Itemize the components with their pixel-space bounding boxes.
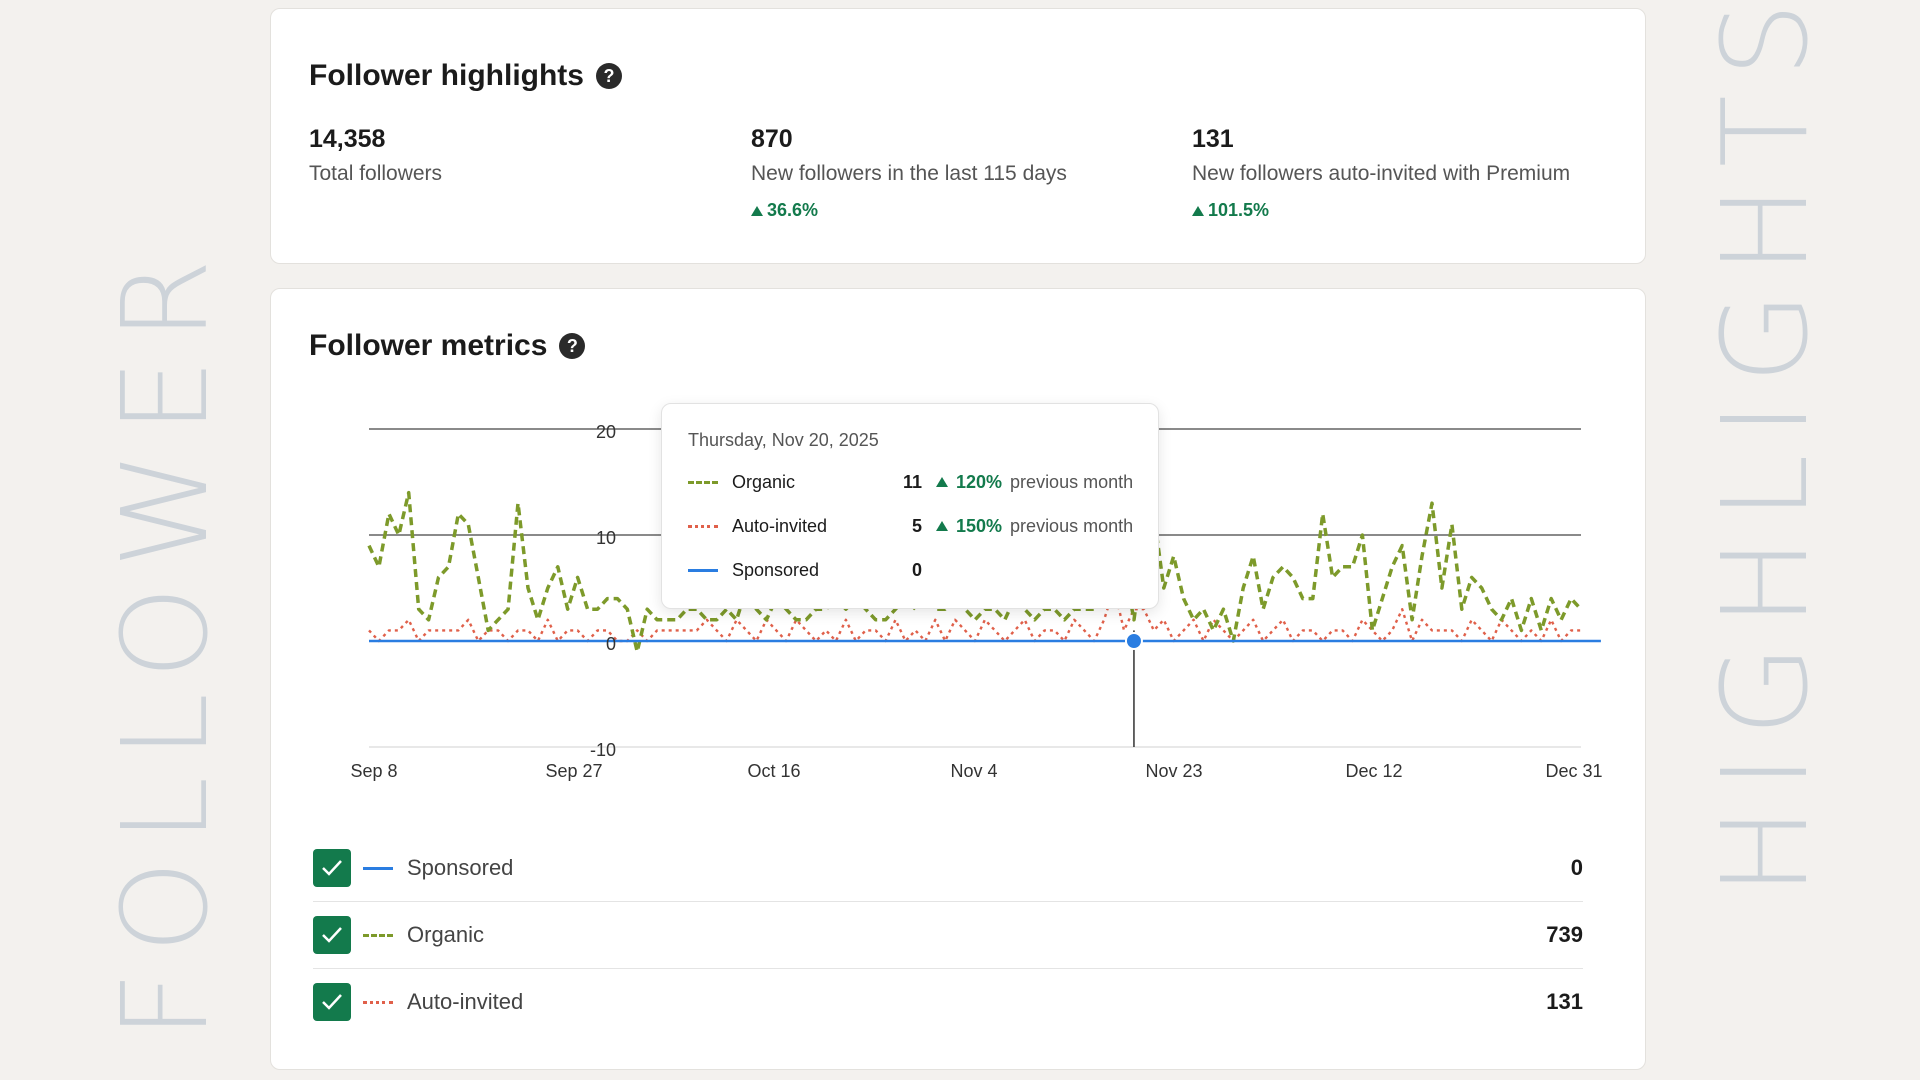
up-arrow-icon (1192, 205, 1204, 216)
organic-line-swatch (688, 480, 718, 484)
sponsored-checkbox[interactable] (313, 849, 351, 887)
stat-label: Total followers (309, 162, 443, 185)
chart-tooltip: Thursday, Nov 20, 2025 Organic 11 120% p… (661, 403, 1159, 609)
legend-total: 0 (1570, 855, 1583, 880)
tooltip-series-name: Auto-invited (732, 515, 828, 536)
organic-series-line (367, 490, 1583, 654)
legend-total: 739 (1546, 922, 1583, 947)
x-tick-label: Sep 8 (350, 761, 398, 781)
checkmark-icon (322, 994, 342, 1010)
hover-point (1124, 632, 1143, 650)
tooltip-date: Thursday, Nov 20, 2025 (688, 430, 879, 450)
x-tick-label: Nov 4 (950, 761, 998, 781)
stat-total-followers: 14,358 Total followers (309, 125, 442, 186)
up-arrow-icon (936, 477, 948, 487)
follower-metrics-card: Follower metrics ? 20 10 0 -10 Sep 8 Sep… (270, 288, 1646, 1070)
tooltip-change: 150% previous month (936, 516, 1133, 537)
stat-value: 131 (1192, 125, 1234, 153)
help-icon[interactable]: ? (595, 63, 622, 89)
follower-highlights-card: Follower highlights ? 14,358 Total follo… (270, 8, 1646, 264)
up-arrow-icon (751, 205, 763, 216)
metrics-title-text: Follower metrics (309, 329, 548, 362)
x-tick-label: Oct 16 (747, 761, 801, 781)
up-arrow-icon (936, 521, 948, 531)
stat-value: 870 (751, 125, 793, 153)
tooltip-series-name: Organic (732, 471, 796, 492)
tooltip-series-value: 11 (902, 471, 922, 492)
y-tick-label: 10 (595, 528, 616, 548)
legend-row-organic: Organic 739 (313, 902, 1583, 969)
sponsored-line-swatch (688, 568, 718, 572)
tooltip-series-value: 0 (911, 559, 922, 580)
organic-line-swatch (363, 933, 393, 937)
auto-invited-line-swatch (688, 524, 718, 528)
tooltip-change-suffix: previous month (1010, 515, 1134, 536)
stat-change: 36.6% (751, 200, 1067, 221)
tooltip-change: 120% previous month (936, 472, 1133, 493)
checkmark-icon (322, 860, 342, 876)
tooltip-row-auto-invited: Auto-invited 5 150% previous month (688, 514, 1133, 538)
stat-label: New followers in the last 115 days (751, 162, 1067, 185)
auto-invited-checkbox[interactable] (313, 983, 351, 1021)
highlights-title: Follower highlights ? (309, 59, 622, 93)
x-tick-label: Sep 27 (545, 761, 603, 781)
x-tick-label: Nov 23 (1145, 761, 1203, 781)
tooltip-row-sponsored: Sponsored 0 (688, 558, 936, 582)
tooltip-change-pct: 120% (956, 471, 1003, 492)
tooltip-row-organic: Organic 11 120% previous month (688, 470, 1133, 494)
stat-label: New followers auto-invited with Premium (1192, 162, 1571, 185)
checkmark-icon (322, 927, 342, 943)
stat-change-value: 101.5% (1208, 200, 1270, 220)
highlights-title-text: Follower highlights (309, 59, 584, 92)
stat-new-followers: 870 New followers in the last 115 days 3… (751, 125, 1067, 221)
organic-checkbox[interactable] (313, 916, 351, 954)
x-tick-label: Dec 12 (1345, 761, 1403, 781)
stat-auto-invited: 131 New followers auto-invited with Prem… (1192, 125, 1570, 221)
legend-label: Organic (407, 922, 485, 947)
metrics-title: Follower metrics ? (309, 329, 586, 363)
side-title-left: FOLLOWER (96, 240, 234, 1040)
y-tick-label: 20 (595, 422, 616, 442)
legend-label: Sponsored (407, 855, 514, 880)
auto-invited-line-swatch (363, 1000, 393, 1004)
tooltip-change-suffix: previous month (1010, 471, 1134, 492)
side-title-right: HIGHLIGHTS (1696, 0, 1834, 896)
y-tick-label: -10 (589, 740, 616, 760)
tooltip-series-name: Sponsored (732, 559, 820, 580)
legend-label: Auto-invited (407, 989, 524, 1014)
stat-change: 101.5% (1192, 200, 1570, 221)
sponsored-line-swatch (363, 866, 393, 870)
stat-value: 14,358 (309, 125, 386, 153)
tooltip-change-pct: 150% (956, 515, 1003, 536)
legend-row-sponsored: Sponsored 0 (313, 835, 1583, 902)
follower-metrics-chart[interactable] (271, 289, 1647, 809)
legend-total: 131 (1546, 989, 1583, 1014)
help-icon[interactable]: ? (559, 333, 586, 359)
x-tick-label: Dec 31 (1545, 761, 1603, 781)
y-tick-label: 0 (605, 634, 616, 654)
legend-row-auto-invited: Auto-invited 131 (313, 969, 1583, 1035)
tooltip-series-value: 5 (911, 515, 922, 536)
stat-change-value: 36.6% (767, 200, 819, 220)
